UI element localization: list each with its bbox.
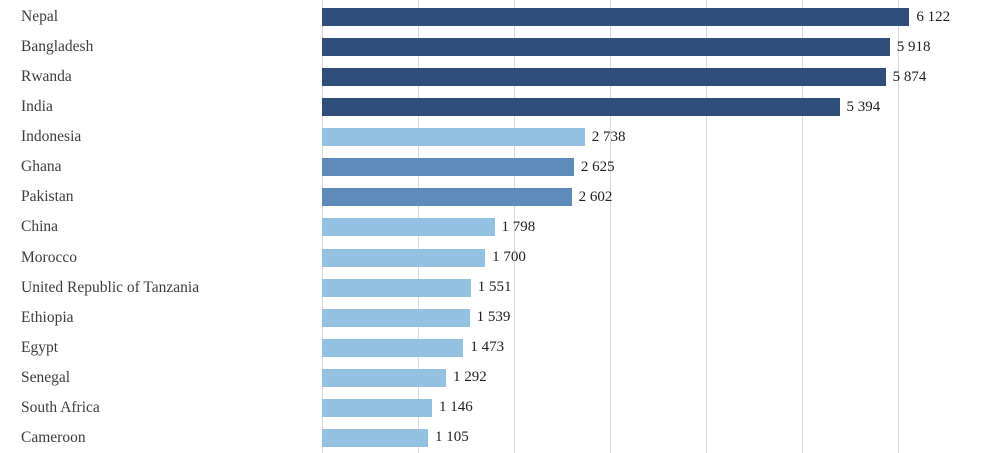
chart-row: Morocco 1 700 bbox=[0, 243, 984, 273]
category-label: Pakistan bbox=[21, 188, 74, 206]
category-label: Cameroon bbox=[21, 428, 86, 446]
category-label: India bbox=[21, 98, 53, 116]
bar bbox=[322, 128, 585, 147]
value-label: 6 122 bbox=[916, 8, 951, 25]
plot-area: 1 292 bbox=[322, 363, 984, 393]
category-label: Nepal bbox=[21, 8, 59, 26]
plot-area: 1 146 bbox=[322, 393, 984, 423]
plot-area: 1 539 bbox=[322, 303, 984, 333]
category-label: South Africa bbox=[21, 398, 100, 416]
value-label: 2 602 bbox=[578, 188, 613, 205]
value-label: 1 551 bbox=[477, 279, 512, 296]
bar bbox=[322, 38, 890, 57]
plot-area: 5 918 bbox=[322, 32, 984, 62]
plot-area: 5 394 bbox=[322, 92, 984, 122]
category-label: Rwanda bbox=[21, 68, 72, 86]
plot-area: 1 798 bbox=[322, 212, 984, 242]
category-label: Senegal bbox=[21, 368, 71, 386]
chart-row: Cameroon 1 105 bbox=[0, 423, 984, 453]
chart-row: Ethiopia 1 539 bbox=[0, 303, 984, 333]
gridline bbox=[609, 0, 611, 453]
bar bbox=[322, 398, 432, 417]
value-label: 1 292 bbox=[452, 369, 487, 386]
bar bbox=[322, 428, 429, 447]
chart-row: India 5 394 bbox=[0, 92, 984, 122]
value-label: 1 700 bbox=[492, 249, 526, 266]
value-label: 2 625 bbox=[580, 158, 615, 175]
chart-row: China 1 798 bbox=[0, 212, 984, 242]
bar bbox=[322, 8, 910, 27]
category-label: Bangladesh bbox=[21, 38, 94, 56]
chart-row: Nepal 6 122 bbox=[0, 2, 984, 32]
plot-area: 6 122 bbox=[322, 2, 984, 32]
bar bbox=[322, 188, 572, 207]
category-label: Indonesia bbox=[21, 128, 82, 146]
value-label: 5 918 bbox=[896, 38, 931, 55]
gridline bbox=[897, 0, 899, 453]
value-label: 1 146 bbox=[438, 399, 473, 416]
bar bbox=[322, 218, 495, 237]
category-label: United Republic of Tanzania bbox=[21, 278, 200, 296]
bar bbox=[322, 308, 470, 327]
plot-area: 5 874 bbox=[322, 62, 984, 92]
plot-area: 2 738 bbox=[322, 122, 984, 152]
chart-row: Egypt 1 473 bbox=[0, 333, 984, 363]
plot-area: 2 625 bbox=[322, 152, 984, 182]
chart-row: South Africa 1 146 bbox=[0, 393, 984, 423]
chart-row: Rwanda 5 874 bbox=[0, 62, 984, 92]
bar bbox=[322, 68, 886, 87]
value-label: 5 394 bbox=[846, 98, 881, 115]
bar bbox=[322, 368, 446, 387]
category-label: Morocco bbox=[21, 248, 77, 266]
value-label: 1 539 bbox=[476, 309, 511, 326]
category-label: Ghana bbox=[21, 158, 62, 176]
chart-row: Bangladesh 5 918 bbox=[0, 32, 984, 62]
plot-area: 1 700 bbox=[322, 243, 984, 273]
value-label: 1 105 bbox=[435, 429, 469, 446]
chart-row: Ghana 2 625 bbox=[0, 152, 984, 182]
plot-area: 1 551 bbox=[322, 273, 984, 303]
chart-row: United Republic of Tanzania 1 551 bbox=[0, 273, 984, 303]
gridline bbox=[513, 0, 515, 453]
gridline bbox=[705, 0, 707, 453]
bar bbox=[322, 98, 840, 117]
value-label: 5 874 bbox=[892, 68, 927, 85]
plot-area: 1 473 bbox=[322, 333, 984, 363]
chart-row: Indonesia 2 738 bbox=[0, 122, 984, 152]
category-label: Egypt bbox=[21, 338, 59, 356]
value-label: 2 738 bbox=[591, 128, 626, 145]
value-label: 1 473 bbox=[470, 339, 505, 356]
plot-area: 1 105 bbox=[322, 423, 984, 453]
bar bbox=[322, 278, 471, 297]
category-label: China bbox=[21, 218, 59, 236]
bar bbox=[322, 338, 464, 357]
bar bbox=[322, 248, 486, 267]
category-label: Ethiopia bbox=[21, 308, 74, 326]
chart-row: Senegal 1 292 bbox=[0, 363, 984, 393]
gridline bbox=[801, 0, 803, 453]
plot-area: 2 602 bbox=[322, 182, 984, 212]
chart-row: Pakistan 2 602 bbox=[0, 182, 984, 212]
value-label: 1 798 bbox=[501, 218, 536, 235]
bar bbox=[322, 158, 574, 177]
